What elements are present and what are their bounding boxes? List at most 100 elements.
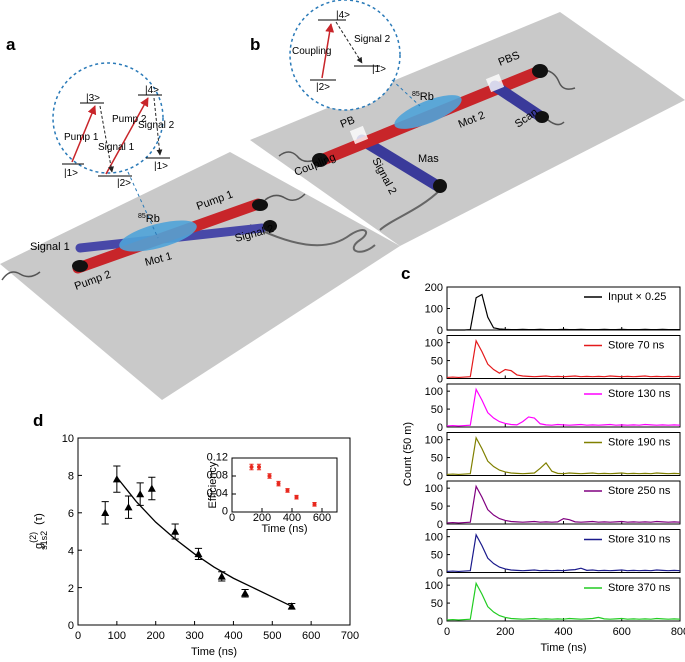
x-axis-label: Time (ns) bbox=[191, 646, 237, 658]
trace bbox=[446, 436, 681, 476]
transition-label: Signal 1 bbox=[98, 142, 135, 153]
collimator bbox=[532, 64, 548, 78]
axes-frame bbox=[446, 480, 681, 525]
legend-label: Store 190 ns bbox=[608, 437, 671, 449]
panel-label: c bbox=[401, 264, 410, 283]
collimator bbox=[433, 179, 447, 193]
data-point bbox=[112, 475, 121, 483]
collimator bbox=[263, 220, 277, 232]
axes-frame bbox=[231, 457, 338, 513]
y-tick-label: 100 bbox=[425, 435, 443, 447]
coupling-arrow bbox=[321, 23, 335, 79]
x-axis-label: Time (ns) bbox=[540, 642, 586, 654]
level-label: |4> bbox=[145, 85, 159, 96]
inset-circle bbox=[289, 0, 401, 111]
y-tick-label: 0.04 bbox=[207, 487, 228, 499]
trace bbox=[446, 339, 681, 379]
diagram-a: a |3> |4> Pump 1 Signal 1 Pump 2 Signal … bbox=[0, 35, 400, 400]
connector bbox=[127, 171, 159, 239]
element: Rb bbox=[420, 91, 434, 103]
pump1-arrow bbox=[71, 105, 97, 163]
trace bbox=[446, 484, 681, 524]
y-tick-label: 4 bbox=[68, 545, 74, 557]
transition-label: Pump 1 bbox=[64, 132, 99, 143]
y-tick-label: 10 bbox=[62, 433, 74, 445]
data-point bbox=[312, 502, 317, 507]
y-tick-label: 0 bbox=[437, 616, 443, 628]
y-axis-label: g(2)s1s2 (τ) bbox=[28, 513, 49, 550]
fiber bbox=[264, 193, 306, 201]
y-tick-label: 0 bbox=[437, 471, 443, 483]
isotope: 85 bbox=[412, 91, 420, 98]
data-point bbox=[249, 465, 254, 469]
legend-label: Store 310 ns bbox=[608, 534, 671, 546]
y-tick-label: 100 bbox=[425, 483, 443, 495]
x-tick-label: 500 bbox=[263, 630, 281, 642]
trace bbox=[446, 533, 681, 573]
atom-cloud bbox=[119, 220, 197, 252]
plate bbox=[250, 12, 685, 246]
y-tick-label: 100 bbox=[425, 386, 443, 398]
y-tick-label: 50 bbox=[431, 356, 443, 368]
y-label-tail: (τ) bbox=[33, 513, 45, 525]
collimator bbox=[535, 111, 549, 123]
x-tick-label: 600 bbox=[302, 630, 320, 642]
data-point bbox=[124, 503, 133, 511]
transition-label: Coupling bbox=[292, 46, 331, 57]
fiber bbox=[1, 271, 41, 281]
x-tick-label: 800 bbox=[671, 626, 685, 638]
data-point bbox=[217, 572, 226, 580]
y-tick-label: 6 bbox=[68, 508, 74, 520]
fiber bbox=[249, 224, 376, 253]
x-tick-label: 700 bbox=[341, 630, 359, 642]
data-point bbox=[241, 589, 250, 597]
inset-circle bbox=[52, 62, 164, 174]
data-point bbox=[285, 488, 290, 493]
y-tick-label: 50 bbox=[431, 453, 443, 465]
x-tick-label: 200 bbox=[253, 512, 271, 524]
trace bbox=[446, 581, 681, 621]
panel-label: b bbox=[250, 35, 260, 54]
axes-frame bbox=[446, 529, 681, 573]
collimator bbox=[312, 153, 328, 167]
x-tick-label: 200 bbox=[496, 626, 514, 638]
atom-cloud bbox=[394, 95, 462, 129]
y-tick-label: 0 bbox=[68, 620, 74, 632]
component-label: PB bbox=[339, 114, 357, 131]
level-label: |2> bbox=[117, 178, 131, 189]
x-tick-label: 600 bbox=[313, 512, 331, 524]
x-tick-label: 200 bbox=[147, 630, 165, 642]
signal1-arrow bbox=[99, 105, 114, 173]
y-label-base: g bbox=[33, 543, 45, 549]
y-tick-label: 0 bbox=[437, 519, 443, 531]
transition-label: Signal 2 bbox=[354, 34, 391, 45]
signal2-arrow bbox=[335, 21, 363, 64]
y-tick-label: 50 bbox=[431, 501, 443, 513]
y-tick-label: 200 bbox=[425, 282, 443, 294]
level-label: |3> bbox=[86, 93, 100, 104]
level-label: |1> bbox=[64, 168, 78, 179]
levels bbox=[62, 94, 170, 177]
atom-label: 85Rb bbox=[412, 91, 434, 103]
y-tick-label: 0 bbox=[222, 505, 228, 517]
legend-label: Store 370 ns bbox=[608, 582, 671, 594]
x-axis-label: Time (ns) bbox=[261, 523, 307, 535]
trace bbox=[446, 387, 681, 427]
pump2-arrow bbox=[105, 97, 149, 175]
y-tick-label: 2 bbox=[68, 583, 74, 595]
x-tick-label: 400 bbox=[554, 626, 572, 638]
data-point bbox=[147, 484, 156, 492]
level-label: |2> bbox=[316, 82, 330, 93]
atom-label: 85Rb bbox=[138, 213, 160, 225]
collimator bbox=[72, 260, 88, 272]
isotope: 85 bbox=[138, 213, 146, 220]
x-tick-label: 0 bbox=[229, 512, 235, 524]
data-point bbox=[101, 508, 110, 516]
y-tick-label: 0.08 bbox=[207, 469, 228, 481]
legend-label: Store 130 ns bbox=[608, 388, 671, 400]
beam-label: Signal 1 bbox=[30, 241, 70, 253]
legend-label: Store 70 ns bbox=[608, 340, 665, 352]
x-tick-label: 600 bbox=[613, 626, 631, 638]
legend-label: Store 250 ns bbox=[608, 485, 671, 497]
panel-label: a bbox=[6, 35, 16, 54]
